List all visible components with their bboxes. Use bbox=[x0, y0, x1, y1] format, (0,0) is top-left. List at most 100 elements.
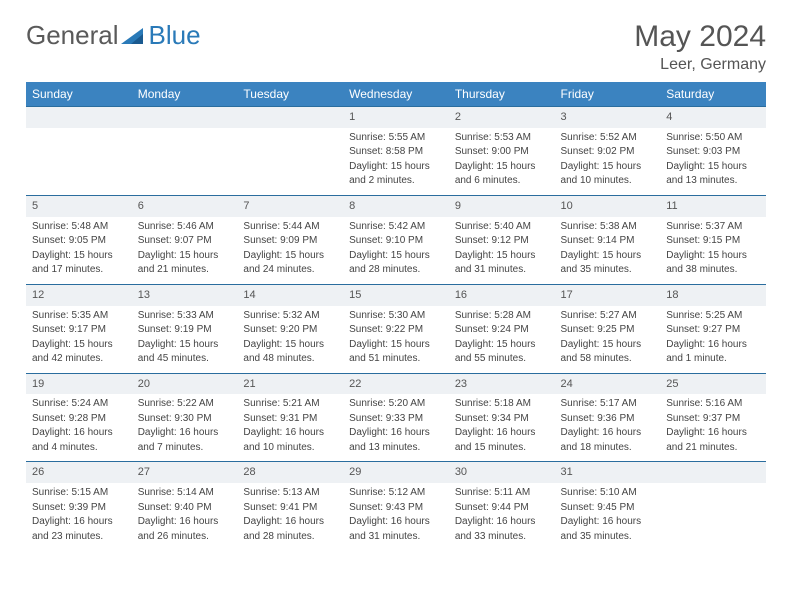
day-line: Sunrise: 5:12 AM bbox=[349, 486, 443, 500]
day-line: and 21 minutes. bbox=[666, 441, 760, 455]
calendar-week-row: 1Sunrise: 5:55 AMSunset: 8:58 PMDaylight… bbox=[26, 106, 766, 195]
day-line: Sunset: 9:19 PM bbox=[138, 323, 232, 337]
day-line: and 10 minutes. bbox=[561, 174, 655, 188]
day-text: Sunrise: 5:25 AMSunset: 9:27 PMDaylight:… bbox=[660, 306, 766, 373]
day-line: Sunrise: 5:35 AM bbox=[32, 309, 126, 323]
day-line: Sunrise: 5:25 AM bbox=[666, 309, 760, 323]
calendar-cell: 31Sunrise: 5:10 AMSunset: 9:45 PMDayligh… bbox=[555, 461, 661, 550]
day-text: Sunrise: 5:24 AMSunset: 9:28 PMDaylight:… bbox=[26, 394, 132, 461]
calendar-cell: 11Sunrise: 5:37 AMSunset: 9:15 PMDayligh… bbox=[660, 195, 766, 284]
calendar-body: 1Sunrise: 5:55 AMSunset: 8:58 PMDaylight… bbox=[26, 106, 766, 550]
day-line: Daylight: 16 hours bbox=[138, 426, 232, 440]
day-text: Sunrise: 5:40 AMSunset: 9:12 PMDaylight:… bbox=[449, 217, 555, 284]
day-line: Daylight: 16 hours bbox=[561, 426, 655, 440]
day-text: Sunrise: 5:30 AMSunset: 9:22 PMDaylight:… bbox=[343, 306, 449, 373]
day-number: 12 bbox=[26, 284, 132, 306]
day-text: Sunrise: 5:27 AMSunset: 9:25 PMDaylight:… bbox=[555, 306, 661, 373]
day-text: Sunrise: 5:46 AMSunset: 9:07 PMDaylight:… bbox=[132, 217, 238, 284]
day-number bbox=[132, 106, 238, 128]
day-line: and 15 minutes. bbox=[455, 441, 549, 455]
calendar-cell bbox=[660, 461, 766, 550]
calendar-cell bbox=[132, 106, 238, 195]
day-line: Daylight: 16 hours bbox=[349, 515, 443, 529]
day-line: Daylight: 15 hours bbox=[32, 338, 126, 352]
day-number: 13 bbox=[132, 284, 238, 306]
day-line: and 23 minutes. bbox=[32, 530, 126, 544]
day-text: Sunrise: 5:22 AMSunset: 9:30 PMDaylight:… bbox=[132, 394, 238, 461]
day-line: Sunset: 9:02 PM bbox=[561, 145, 655, 159]
calendar-cell: 22Sunrise: 5:20 AMSunset: 9:33 PMDayligh… bbox=[343, 373, 449, 462]
day-line: Daylight: 15 hours bbox=[561, 338, 655, 352]
day-number: 9 bbox=[449, 195, 555, 217]
calendar-week-row: 26Sunrise: 5:15 AMSunset: 9:39 PMDayligh… bbox=[26, 461, 766, 550]
logo-text-2: Blue bbox=[149, 20, 201, 51]
location: Leer, Germany bbox=[634, 56, 766, 74]
day-line: Sunrise: 5:52 AM bbox=[561, 131, 655, 145]
day-text bbox=[132, 128, 238, 178]
day-line: Daylight: 15 hours bbox=[138, 338, 232, 352]
day-line: Sunset: 9:03 PM bbox=[666, 145, 760, 159]
day-text: Sunrise: 5:32 AMSunset: 9:20 PMDaylight:… bbox=[237, 306, 343, 373]
day-number: 24 bbox=[555, 373, 661, 395]
weekday-header: Friday bbox=[555, 82, 661, 106]
calendar-table: Sunday Monday Tuesday Wednesday Thursday… bbox=[26, 82, 766, 550]
day-line: Sunrise: 5:27 AM bbox=[561, 309, 655, 323]
day-line: Sunrise: 5:42 AM bbox=[349, 220, 443, 234]
day-text: Sunrise: 5:44 AMSunset: 9:09 PMDaylight:… bbox=[237, 217, 343, 284]
day-number: 26 bbox=[26, 461, 132, 483]
weekday-header: Monday bbox=[132, 82, 238, 106]
day-line: Sunrise: 5:28 AM bbox=[455, 309, 549, 323]
calendar-cell: 19Sunrise: 5:24 AMSunset: 9:28 PMDayligh… bbox=[26, 373, 132, 462]
day-text: Sunrise: 5:28 AMSunset: 9:24 PMDaylight:… bbox=[449, 306, 555, 373]
day-line: Daylight: 16 hours bbox=[455, 426, 549, 440]
calendar-cell: 23Sunrise: 5:18 AMSunset: 9:34 PMDayligh… bbox=[449, 373, 555, 462]
day-line: Sunset: 8:58 PM bbox=[349, 145, 443, 159]
calendar-cell: 1Sunrise: 5:55 AMSunset: 8:58 PMDaylight… bbox=[343, 106, 449, 195]
weekday-header: Tuesday bbox=[237, 82, 343, 106]
day-line: and 31 minutes. bbox=[455, 263, 549, 277]
day-line: Sunset: 9:05 PM bbox=[32, 234, 126, 248]
day-line: Daylight: 15 hours bbox=[349, 249, 443, 263]
day-text bbox=[660, 483, 766, 533]
day-number bbox=[26, 106, 132, 128]
day-line: Sunset: 9:44 PM bbox=[455, 501, 549, 515]
weekday-header: Saturday bbox=[660, 82, 766, 106]
day-line: Sunset: 9:40 PM bbox=[138, 501, 232, 515]
logo: General Blue bbox=[26, 20, 201, 51]
day-line: Sunrise: 5:37 AM bbox=[666, 220, 760, 234]
day-line: Daylight: 16 hours bbox=[243, 515, 337, 529]
calendar-cell: 14Sunrise: 5:32 AMSunset: 9:20 PMDayligh… bbox=[237, 284, 343, 373]
weekday-header-row: Sunday Monday Tuesday Wednesday Thursday… bbox=[26, 82, 766, 106]
calendar-cell: 9Sunrise: 5:40 AMSunset: 9:12 PMDaylight… bbox=[449, 195, 555, 284]
day-line: Daylight: 15 hours bbox=[243, 249, 337, 263]
day-line: Sunrise: 5:11 AM bbox=[455, 486, 549, 500]
day-line: Sunset: 9:00 PM bbox=[455, 145, 549, 159]
day-line: Sunset: 9:17 PM bbox=[32, 323, 126, 337]
day-text: Sunrise: 5:35 AMSunset: 9:17 PMDaylight:… bbox=[26, 306, 132, 373]
day-line: Daylight: 15 hours bbox=[243, 338, 337, 352]
day-number: 22 bbox=[343, 373, 449, 395]
day-line: Sunrise: 5:22 AM bbox=[138, 397, 232, 411]
day-line: Sunrise: 5:10 AM bbox=[561, 486, 655, 500]
day-line: Sunrise: 5:24 AM bbox=[32, 397, 126, 411]
day-line: Sunset: 9:34 PM bbox=[455, 412, 549, 426]
day-line: Daylight: 16 hours bbox=[32, 515, 126, 529]
day-text: Sunrise: 5:48 AMSunset: 9:05 PMDaylight:… bbox=[26, 217, 132, 284]
calendar-cell: 28Sunrise: 5:13 AMSunset: 9:41 PMDayligh… bbox=[237, 461, 343, 550]
day-number: 4 bbox=[660, 106, 766, 128]
day-line: Daylight: 16 hours bbox=[455, 515, 549, 529]
day-text: Sunrise: 5:11 AMSunset: 9:44 PMDaylight:… bbox=[449, 483, 555, 550]
day-line: Sunset: 9:28 PM bbox=[32, 412, 126, 426]
calendar-cell: 10Sunrise: 5:38 AMSunset: 9:14 PMDayligh… bbox=[555, 195, 661, 284]
day-text: Sunrise: 5:42 AMSunset: 9:10 PMDaylight:… bbox=[343, 217, 449, 284]
day-line: Sunset: 9:25 PM bbox=[561, 323, 655, 337]
day-line: Daylight: 16 hours bbox=[138, 515, 232, 529]
day-number: 29 bbox=[343, 461, 449, 483]
calendar-cell: 3Sunrise: 5:52 AMSunset: 9:02 PMDaylight… bbox=[555, 106, 661, 195]
day-line: Sunset: 9:07 PM bbox=[138, 234, 232, 248]
day-line: Sunrise: 5:14 AM bbox=[138, 486, 232, 500]
day-line: Sunset: 9:20 PM bbox=[243, 323, 337, 337]
title-block: May 2024 Leer, Germany bbox=[634, 20, 766, 74]
day-text: Sunrise: 5:53 AMSunset: 9:00 PMDaylight:… bbox=[449, 128, 555, 195]
weekday-header: Wednesday bbox=[343, 82, 449, 106]
